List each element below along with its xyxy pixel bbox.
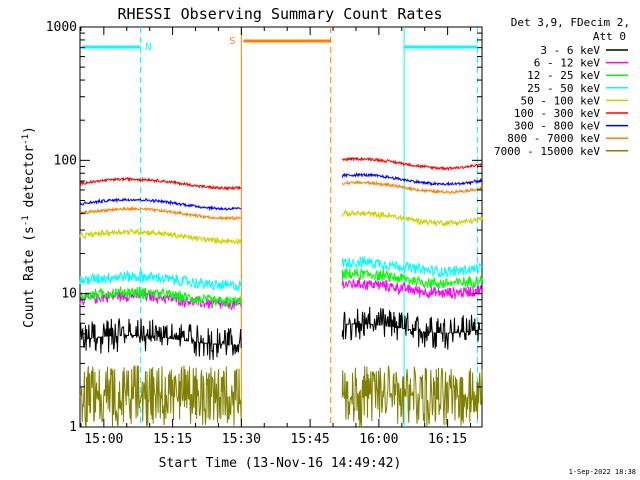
legend-label: 12 - 25 keV: [527, 69, 600, 82]
series-line: [79, 255, 483, 293]
y-label-sup1: -1: [21, 215, 31, 226]
y-label-main: Count Rate (s: [22, 226, 37, 328]
legend-header-line2: Att 0: [593, 30, 626, 43]
x-tick-label: 15:30: [222, 432, 261, 447]
x-axis-label: Start Time (13-Nov-16 14:49:42): [159, 456, 402, 471]
legend-label: 800 - 7000 keV: [507, 132, 600, 145]
interval-markers: NS: [82, 27, 478, 427]
y-label-sup2: -1: [21, 134, 31, 145]
y-tick-label: 1: [69, 420, 77, 435]
series-lines: [79, 156, 483, 428]
timestamp: 1-Sep-2022 18:38: [569, 468, 636, 476]
y-label-mid: detector: [22, 145, 37, 216]
legend-header-line1: Det 3,9, FDecim 2,: [511, 16, 630, 29]
x-tick-label: 15:15: [153, 432, 192, 447]
series-line: [80, 179, 483, 221]
y-axis-label: Count Rate (s-1 detector-1): [21, 126, 37, 328]
legend-label: 7000 - 15000 keV: [494, 145, 600, 158]
series-line: [79, 171, 483, 212]
legend-label: 6 - 12 keV: [534, 57, 601, 70]
saa-label: S: [229, 36, 235, 47]
x-tick-label: 15:45: [291, 432, 330, 447]
legend-label: 100 - 300 keV: [514, 107, 600, 120]
y-tick-label: 10: [61, 287, 77, 302]
legend-label: 3 - 6 keV: [540, 44, 600, 57]
chart-title: RHESSI Observing Summary Count Rates: [117, 5, 442, 23]
series-line: [79, 209, 483, 245]
y-tick-label: 1000: [46, 20, 77, 35]
plot-frame: [79, 26, 483, 428]
series-line: [79, 306, 482, 360]
x-tick-label: 15:00: [84, 432, 123, 447]
y-tick-label: 100: [54, 153, 77, 168]
x-tick-label: 16:15: [428, 432, 467, 447]
y-label-end: ): [22, 126, 37, 134]
x-tick-label: 16:00: [359, 432, 398, 447]
legend-label: 25 - 50 keV: [527, 82, 600, 95]
legend-label: 50 - 100 keV: [521, 94, 601, 107]
series-line: [79, 365, 483, 428]
series-line: [79, 268, 483, 308]
axes: 1 10 100 1000 15:00 15:15 15:30 15:45 16:00 16:15: [46, 20, 482, 447]
series-line: [79, 156, 482, 191]
night-label: N: [146, 42, 152, 53]
legend-label: 300 - 800 keV: [514, 120, 600, 133]
